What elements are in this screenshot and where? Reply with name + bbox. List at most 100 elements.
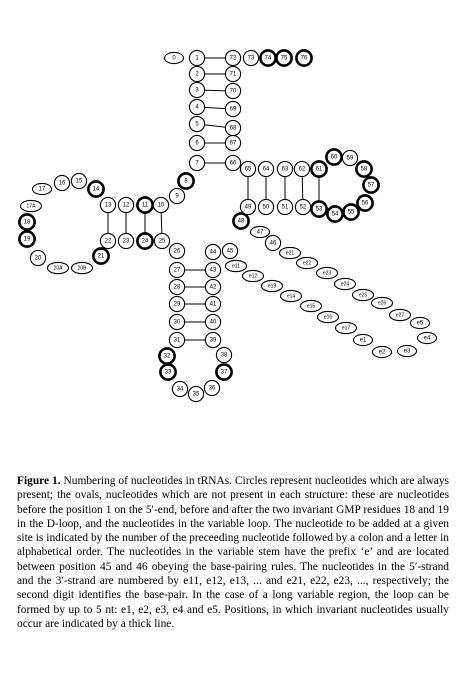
nucleotide-17A: 17A: [21, 200, 42, 211]
nucleotide-label: 20A: [54, 265, 64, 271]
nucleotide-40: 40: [205, 314, 220, 329]
nucleotide-label: 40: [210, 319, 217, 325]
nucleotide-37: 37: [216, 364, 231, 379]
nucleotide-2: 2: [189, 66, 204, 81]
nucleotide-e15: e15: [301, 300, 322, 311]
nucleotide-52: 52: [295, 199, 310, 214]
nucleotide-5: 5: [189, 116, 204, 131]
nucleotide-50: 50: [258, 199, 273, 214]
nucleotide-label: 12: [123, 202, 130, 208]
nucleotide-27: 27: [169, 262, 184, 277]
nucleotide-47: 47: [251, 226, 270, 237]
nucleotide-label: 28: [174, 284, 181, 290]
nucleotide-8: 8: [178, 173, 193, 188]
nucleotide-label: 19: [24, 236, 31, 242]
nucleotide-label: 59: [347, 155, 354, 161]
nucleotide-58: 58: [356, 161, 371, 176]
nucleotide-38: 38: [216, 347, 231, 362]
nucleotide-label: 69: [230, 106, 237, 112]
nucleotide-53: 53: [311, 201, 326, 216]
nucleotide-6: 6: [189, 135, 204, 150]
nucleotide-20A: 20A: [48, 262, 69, 273]
nucleotide-label: 74: [265, 55, 272, 61]
nucleotide-65: 65: [240, 161, 255, 176]
nucleotide-label: e21: [286, 250, 295, 256]
caption-label: Figure 1.: [17, 475, 61, 487]
nucleotide-label: 75: [281, 55, 288, 61]
nucleotide-e25: e25: [353, 289, 374, 300]
nucleotide-46: 46: [265, 235, 280, 250]
nucleotide-11: 11: [137, 197, 152, 212]
nucleotide-label: 22: [105, 238, 112, 244]
nucleotide-23: 23: [118, 233, 133, 248]
nucleotide-48: 48: [233, 213, 248, 228]
nucleotide-67: 67: [225, 135, 240, 150]
nucleotide-e27: e27: [390, 309, 411, 320]
nucleotide-label: 60: [331, 154, 338, 160]
nucleotide-45: 45: [222, 243, 237, 258]
nucleotide-label: 71: [230, 71, 237, 77]
nucleotide-label: 20: [35, 255, 42, 261]
nucleotide-19: 19: [19, 231, 34, 246]
nucleotide-64: 64: [258, 161, 273, 176]
nucleotide-68: 68: [225, 120, 240, 135]
nucleotide-label: 48: [238, 218, 245, 224]
nucleotide-label: e5: [417, 320, 424, 326]
nucleotide-label: e1: [360, 337, 367, 343]
nucleotide-label: 63: [282, 166, 289, 172]
nucleotide-33: 33: [160, 364, 175, 379]
nucleotide-10: 10: [153, 197, 168, 212]
nucleotide-e12: e12: [243, 270, 264, 281]
nucleotide-57: 57: [363, 177, 378, 192]
nucleotide-label: 27: [174, 267, 181, 273]
nucleotide-label: 29: [174, 301, 181, 307]
nucleotide-24: 24: [137, 233, 152, 248]
nucleotide-label: e12: [249, 273, 258, 279]
nucleotide-label: 70: [230, 88, 237, 94]
nucleotide-4: 4: [189, 99, 204, 114]
nucleotide-e13: e13: [262, 280, 283, 291]
nucleotide-54: 54: [327, 206, 342, 221]
nucleotide-62: 62: [294, 161, 309, 176]
nucleotide-e2: e2: [373, 346, 392, 357]
nucleotide-label: e11: [232, 263, 240, 269]
nucleotide-e22: e22: [297, 257, 318, 268]
nucleotide-51: 51: [277, 199, 292, 214]
nucleotide-16: 16: [54, 175, 69, 190]
nucleotide-label: 61: [316, 166, 323, 172]
nucleotide-label: 56: [362, 200, 369, 206]
nucleotide-label: 25: [159, 238, 166, 244]
nucleotide-label: 52: [300, 204, 307, 210]
nucleotide-label: 30: [174, 319, 181, 325]
nucleotide-label: 21: [98, 253, 105, 259]
nucleotide-label: 38: [221, 352, 228, 358]
nucleotide-label: 10: [158, 202, 165, 208]
nucleotide-label: 50: [263, 204, 270, 210]
nucleotide-label: 57: [368, 182, 375, 188]
nucleotide-31: 31: [169, 332, 184, 347]
nucleotide-label: 26: [174, 248, 181, 254]
nucleotide-20B: 20B: [72, 262, 93, 273]
nucleotide-label: 13: [105, 202, 112, 208]
nucleotide-9: 9: [169, 188, 184, 203]
nucleotide-63: 63: [277, 161, 292, 176]
nucleotide-26: 26: [169, 243, 184, 258]
nucleotide-72: 72: [225, 50, 240, 65]
nucleotide-label: 34: [177, 386, 184, 392]
nucleotide-49: 49: [240, 199, 255, 214]
nucleotide-label: e24: [341, 281, 350, 287]
nucleotide-label: 20B: [78, 265, 88, 271]
nucleotide-label: 46: [270, 240, 277, 246]
nucleotide-label: e25: [359, 292, 368, 298]
nucleotide-label: 47: [257, 229, 264, 235]
nucleotide-70: 70: [225, 83, 240, 98]
nucleotide-label: 11: [142, 202, 149, 208]
nucleotide-e5: e5: [411, 317, 430, 328]
nucleotide-44: 44: [205, 244, 220, 259]
nucleotide-e23: e23: [317, 267, 338, 278]
nucleotide-18: 18: [19, 214, 34, 229]
nucleotide-76: 76: [296, 50, 311, 65]
nucleotide-label: e17: [342, 325, 351, 331]
nucleotide-label: 43: [210, 267, 217, 273]
nucleotide-e3: e3: [398, 345, 417, 356]
